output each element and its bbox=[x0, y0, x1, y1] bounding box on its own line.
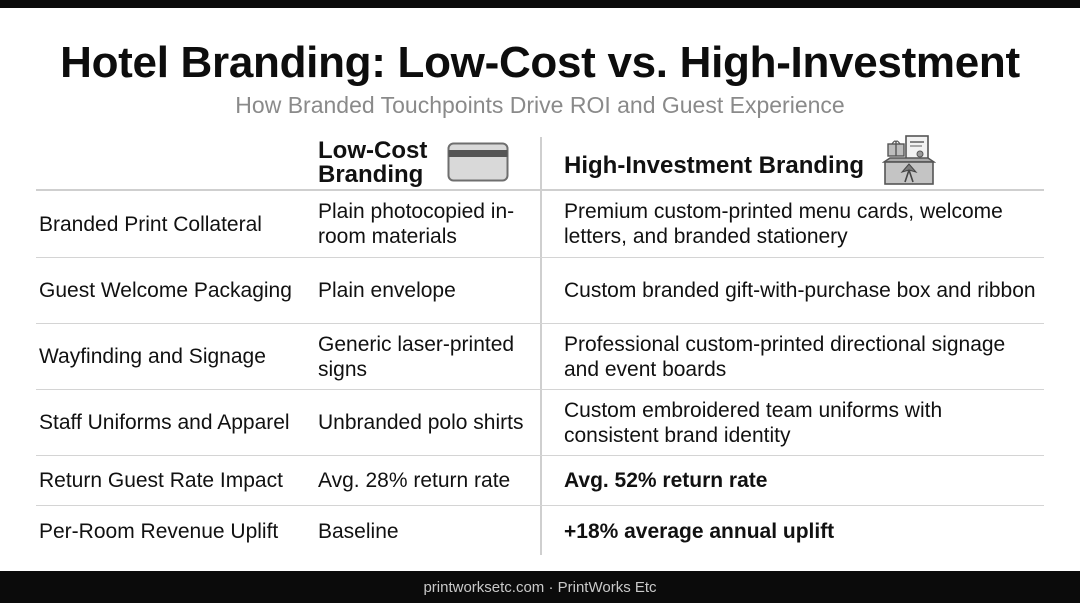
page-title: Hotel Branding: Low-Cost vs. High-Invest… bbox=[60, 38, 1020, 87]
row-label: Return Guest Rate Impact bbox=[39, 469, 283, 492]
footer: printworksetc.com · PrintWorks Etc bbox=[0, 571, 1080, 603]
row-label: Guest Welcome Packaging bbox=[39, 279, 292, 302]
row-label: Branded Print Collateral bbox=[39, 212, 262, 236]
column-header-low-cost: Low-Cost Branding bbox=[318, 139, 427, 187]
low-cost-cell: Unbranded polo shirts bbox=[318, 411, 524, 434]
row-label: Staff Uniforms and Apparel bbox=[39, 411, 290, 434]
top-bar bbox=[0, 0, 1080, 8]
page-subtitle: How Branded Touchpoints Drive ROI and Gu… bbox=[235, 92, 845, 118]
column-header-low-cost-line2: Branding bbox=[318, 161, 424, 188]
row-label: Wayfinding and Signage bbox=[39, 345, 266, 368]
low-cost-cell: Generic laser-printed signs bbox=[318, 332, 515, 381]
table-row: Wayfinding and Signage Generic laser-pri… bbox=[36, 324, 1044, 390]
gift-box-icon bbox=[882, 135, 936, 185]
high-investment-cell: Premium custom-printed menu cards, welco… bbox=[564, 200, 1003, 248]
high-investment-cell: Avg. 52% return rate bbox=[564, 469, 768, 492]
low-cost-cell: Avg. 28% return rate bbox=[318, 469, 511, 492]
table-row: Staff Uniforms and Apparel Unbranded pol… bbox=[36, 390, 1044, 456]
low-cost-cell: Plain envelope bbox=[318, 279, 456, 302]
card-icon bbox=[447, 142, 509, 182]
row-label: Per-Room Revenue Uplift bbox=[39, 519, 279, 543]
table-row: Guest Welcome Packaging Plain envelope C… bbox=[36, 258, 1044, 324]
high-investment-cell: Custom branded gift-with-purchase box an… bbox=[564, 279, 1036, 302]
high-investment-cell: +18% average annual uplift bbox=[564, 519, 835, 543]
table-row: Return Guest Rate Impact Avg. 28% return… bbox=[36, 456, 1044, 506]
footer-credit: printworksetc.com · PrintWorks Etc bbox=[423, 578, 657, 596]
low-cost-cell: Baseline bbox=[318, 519, 399, 543]
column-header-low-cost-line1: Low-Cost bbox=[318, 137, 428, 164]
column-divider bbox=[540, 137, 542, 555]
table-row: Branded Print Collateral Plain photocopi… bbox=[36, 191, 1044, 258]
high-investment-cell: Custom embroidered team uniforms with co… bbox=[564, 398, 943, 447]
low-cost-cell: Plain photocopied in-room materials bbox=[318, 200, 515, 248]
table-row: Per-Room Revenue Uplift Baseline +18% av… bbox=[36, 506, 1044, 556]
high-investment-cell: Professional custom-printed directional … bbox=[564, 332, 1006, 381]
column-header-high-investment: High-Investment Branding bbox=[564, 152, 865, 179]
